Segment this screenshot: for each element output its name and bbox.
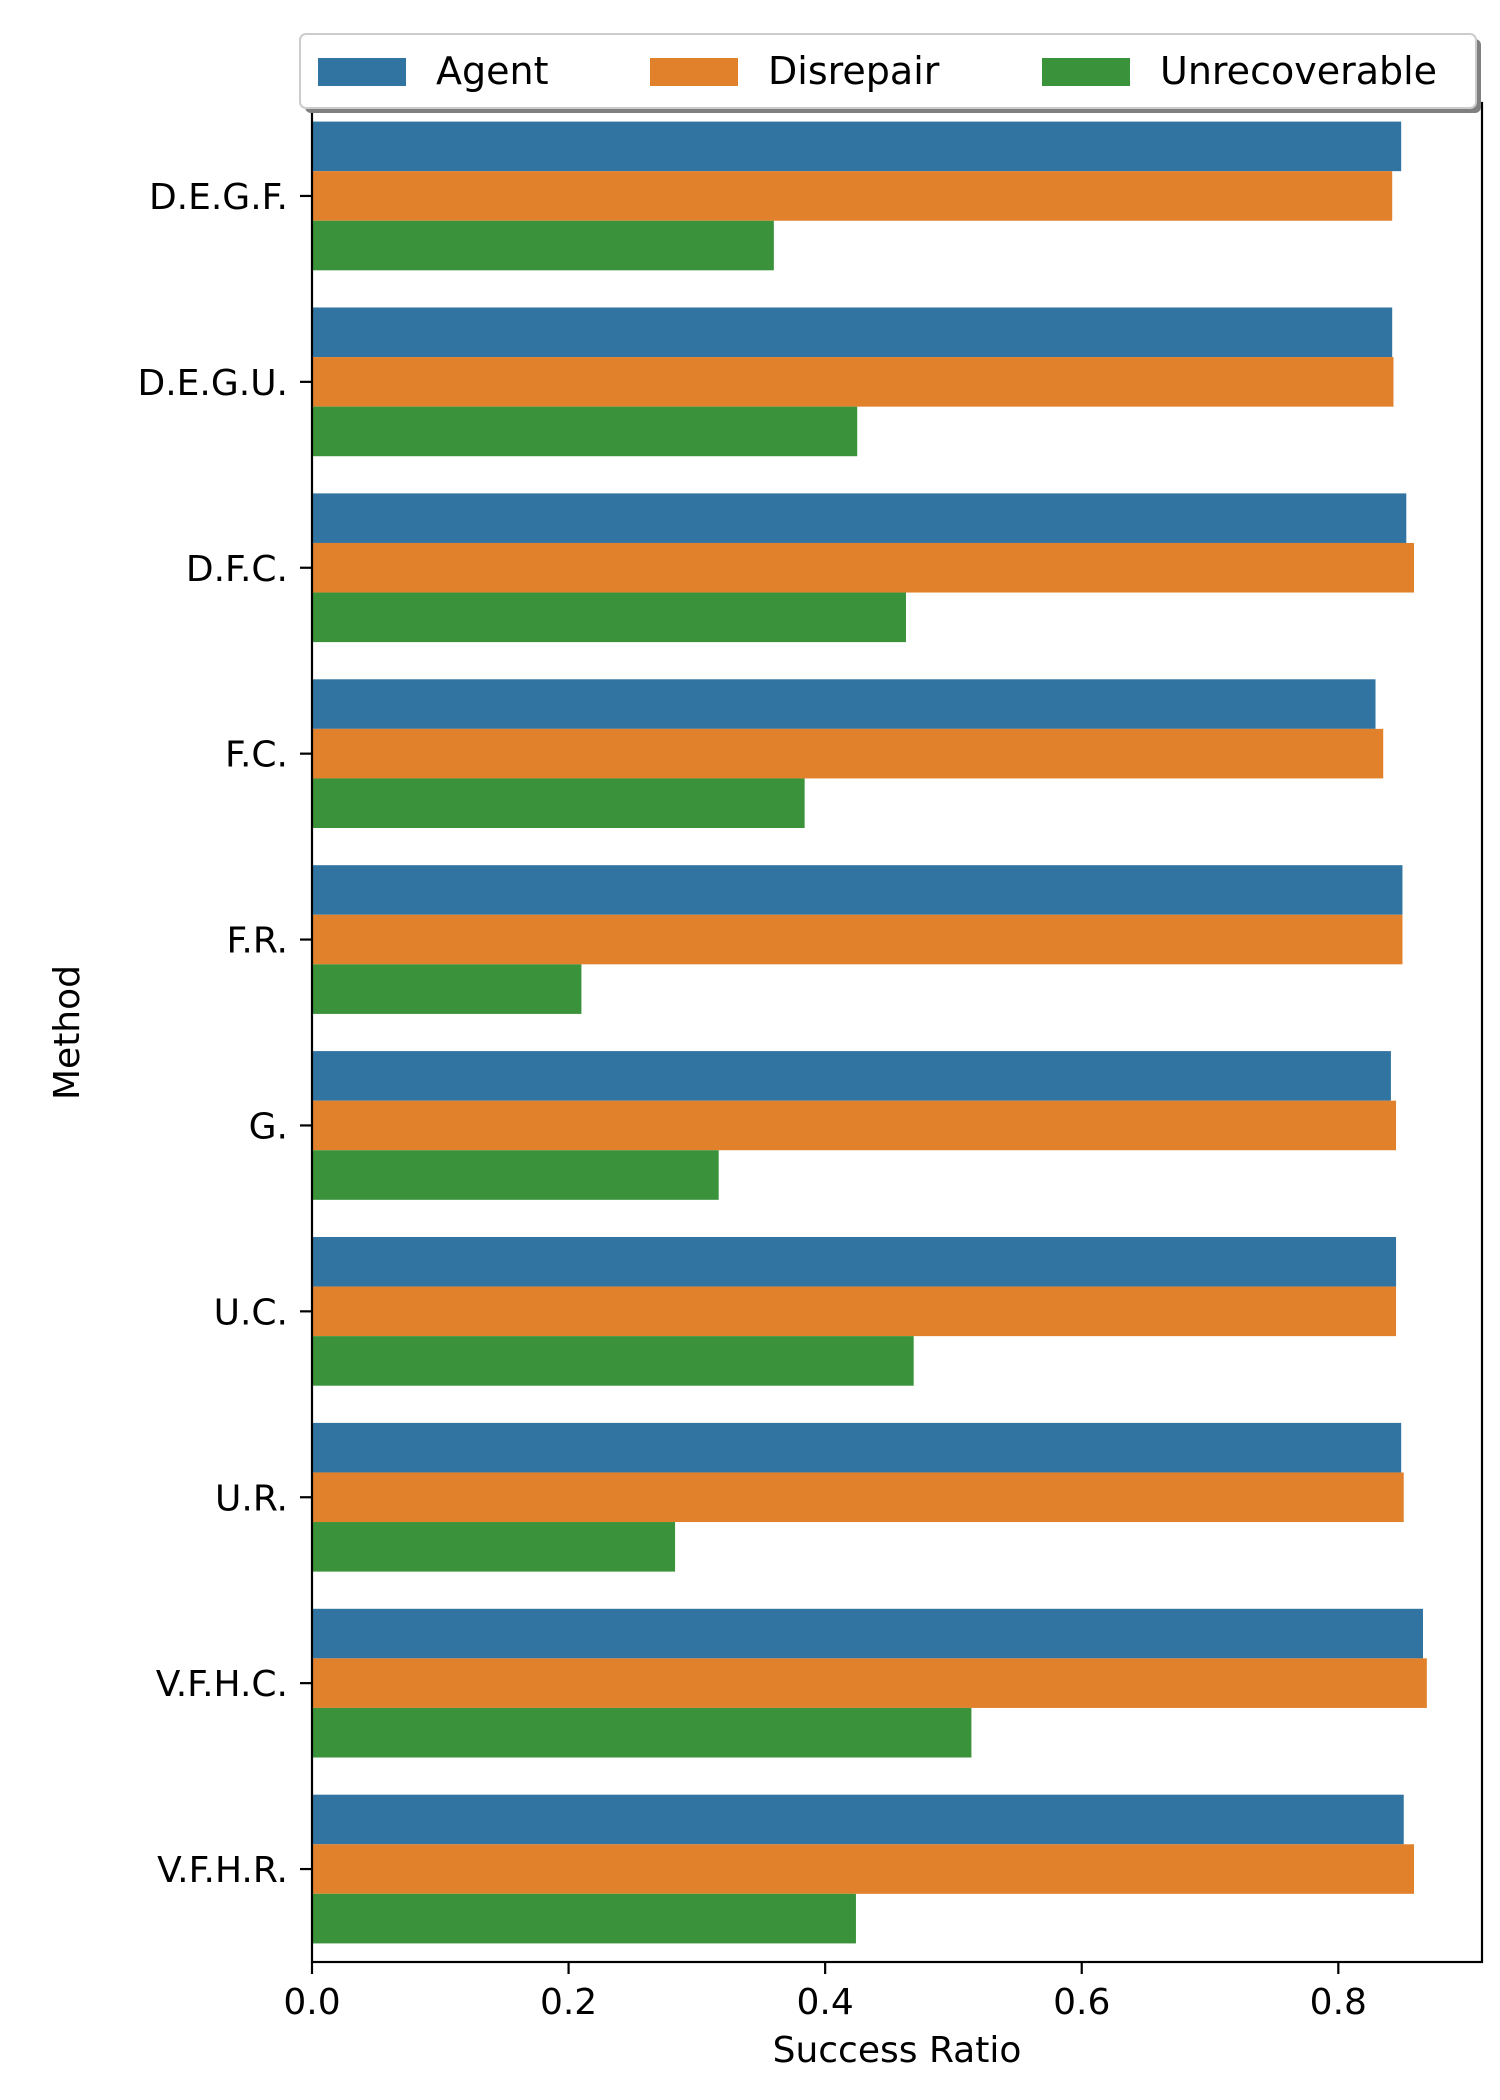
bar-agent-5 — [312, 1051, 1391, 1101]
bar-disrepair-9 — [312, 1844, 1415, 1894]
bar-disrepair-1 — [312, 357, 1394, 407]
legend: Agent Disrepair Unrecoverable — [299, 33, 1481, 113]
y-tick-label: U.R. — [215, 1478, 288, 1519]
x-tick-label: 0.0 — [283, 1982, 340, 2023]
bars-layer — [312, 121, 1427, 1944]
y-tick-label: F.C. — [225, 735, 288, 776]
x-tick-label: 0.8 — [1310, 1982, 1367, 2023]
y-tick-label: D.F.C. — [186, 549, 288, 590]
bar-disrepair-4 — [312, 914, 1403, 965]
legend-swatch-agent — [318, 58, 406, 86]
bar-disrepair-3 — [312, 728, 1384, 779]
legend-label-disrepair: Disrepair — [768, 49, 940, 93]
bar-disrepair-5 — [312, 1100, 1397, 1151]
y-tick-label: D.E.G.U. — [138, 363, 289, 404]
y-tick-label: V.F.H.C. — [156, 1664, 288, 1705]
bar-unrecoverable-2 — [312, 592, 906, 643]
bar-agent-1 — [312, 307, 1393, 358]
bar-agent-2 — [312, 493, 1407, 543]
x-tick-label: 0.2 — [540, 1982, 597, 2023]
bar-unrecoverable-9 — [312, 1893, 856, 1944]
bar-disrepair-2 — [312, 542, 1415, 593]
bar-agent-3 — [312, 679, 1376, 729]
bar-disrepair-7 — [312, 1472, 1404, 1523]
bar-unrecoverable-3 — [312, 778, 805, 829]
bar-agent-6 — [312, 1236, 1397, 1287]
axes-layer: 0.0 0.2 0.4 0.6 0.8 D.E.G.F. D.E.G.U. D.F.C. F.C… — [138, 101, 1484, 2023]
legend-label-agent: Agent — [436, 49, 548, 93]
y-tick-label: U.C. — [214, 1292, 288, 1333]
x-tick-label: 0.6 — [1053, 1982, 1110, 2023]
bar-agent-4 — [312, 865, 1403, 915]
y-tick-label: G. — [249, 1106, 288, 1147]
bar-disrepair-8 — [312, 1658, 1427, 1708]
bar-unrecoverable-5 — [312, 1150, 719, 1200]
legend-swatch-unrecoverable — [1042, 58, 1130, 86]
bar-agent-0 — [312, 121, 1402, 172]
legend-label-unrecoverable: Unrecoverable — [1160, 49, 1437, 93]
bar-agent-8 — [312, 1608, 1423, 1659]
y-tick-label: D.E.G.F. — [149, 177, 288, 218]
bar-unrecoverable-8 — [312, 1707, 972, 1758]
y-tick-label: F.R. — [226, 921, 288, 962]
legend-box — [299, 33, 1477, 109]
x-axis-label: Success Ratio — [773, 2030, 1022, 2071]
bar-unrecoverable-6 — [312, 1336, 914, 1386]
bar-disrepair-6 — [312, 1286, 1397, 1337]
bar-agent-7 — [312, 1422, 1402, 1473]
bar-unrecoverable-4 — [312, 964, 582, 1014]
bar-unrecoverable-7 — [312, 1522, 676, 1572]
bar-unrecoverable-1 — [312, 406, 858, 457]
y-axis-label: Method — [47, 965, 88, 1100]
legend-swatch-disrepair — [650, 58, 738, 86]
bar-disrepair-0 — [312, 171, 1393, 221]
bar-agent-9 — [312, 1794, 1404, 1845]
x-tick-label: 0.4 — [797, 1982, 854, 2023]
y-tick-label: V.F.H.R. — [157, 1850, 288, 1891]
bar-unrecoverable-0 — [312, 220, 774, 271]
